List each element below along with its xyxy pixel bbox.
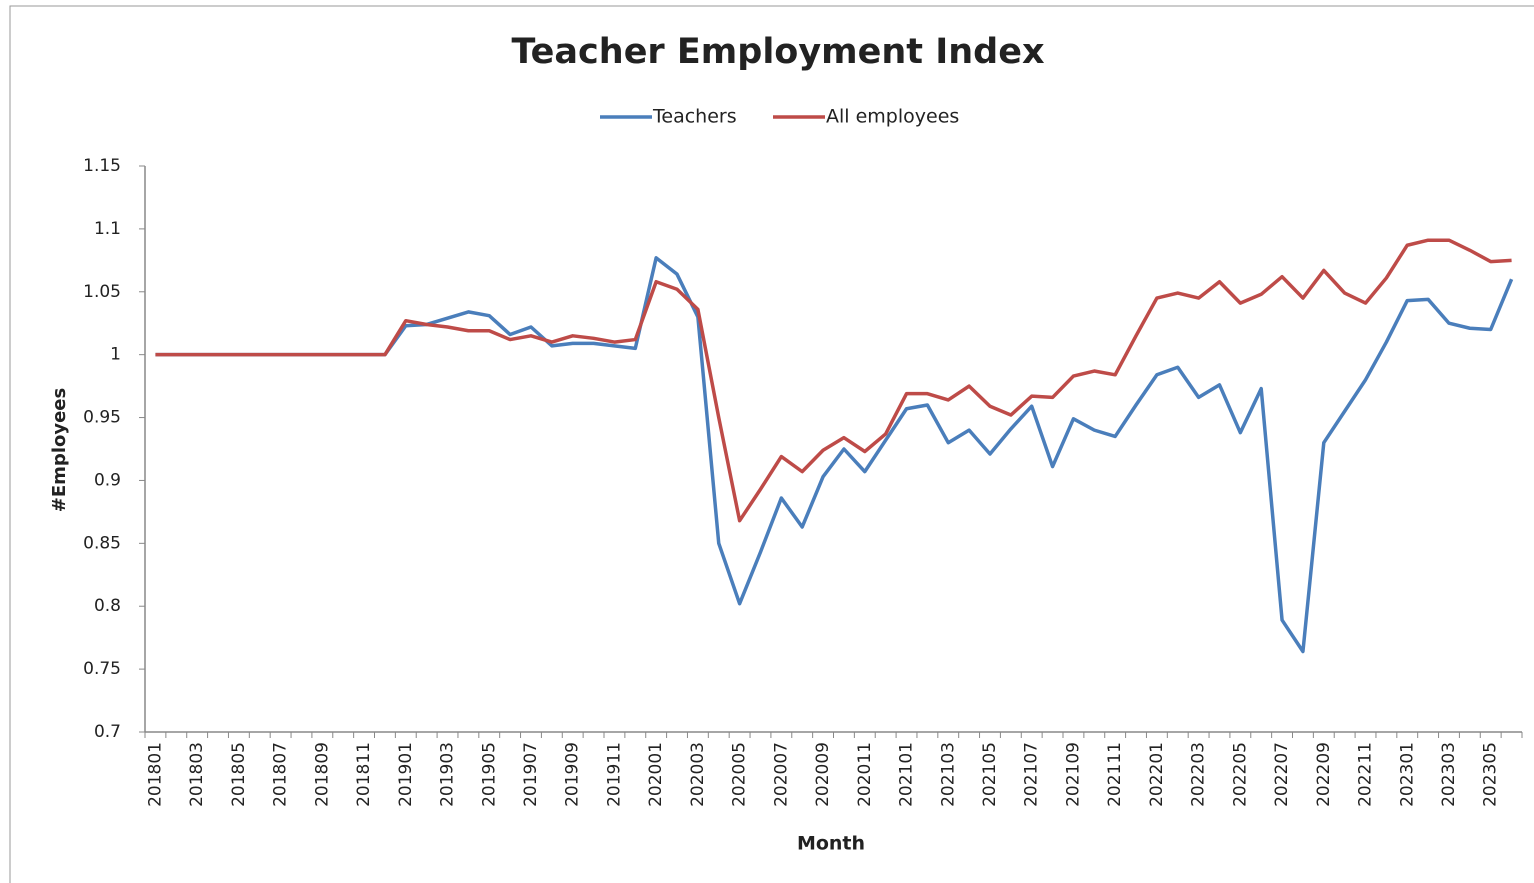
y-tick-label: 0.7 bbox=[94, 722, 121, 742]
x-tick-label: 202209 bbox=[1314, 742, 1334, 807]
x-tick-label: 201909 bbox=[563, 742, 583, 807]
y-tick-label: 1.05 bbox=[83, 282, 121, 302]
x-tick-label: 202211 bbox=[1356, 742, 1376, 807]
x-tick-label: 202105 bbox=[980, 742, 1000, 807]
x-tick-label: 201903 bbox=[438, 742, 458, 807]
y-tick-label: 0.85 bbox=[83, 533, 121, 553]
x-tick-label: 201907 bbox=[521, 742, 541, 807]
x-tick-label: 202011 bbox=[855, 742, 875, 807]
y-tick-label: 1.1 bbox=[94, 219, 121, 239]
x-tick-label: 202001 bbox=[646, 742, 666, 807]
y-tick-label: 1.15 bbox=[83, 156, 121, 176]
x-tick-label: 202103 bbox=[938, 742, 958, 807]
series-line bbox=[155, 238, 1512, 523]
legend-label: All employees bbox=[826, 106, 959, 128]
y-tick-label: 1 bbox=[110, 345, 121, 365]
x-tick-label: 202201 bbox=[1147, 742, 1167, 807]
y-tick-label: 0.9 bbox=[94, 470, 121, 490]
x-tick-label: 202207 bbox=[1272, 742, 1292, 807]
x-tick-label: 201811 bbox=[354, 742, 374, 807]
x-tick-label: 202005 bbox=[730, 742, 750, 807]
x-tick-label: 201801 bbox=[145, 742, 165, 807]
x-tick-label: 202003 bbox=[688, 742, 708, 807]
x-tick-label: 201911 bbox=[604, 742, 624, 807]
x-tick-label: 201901 bbox=[396, 742, 416, 807]
x-tick-label: 201905 bbox=[479, 742, 499, 807]
y-tick-label: 0.75 bbox=[83, 659, 121, 679]
x-tick-label: 201807 bbox=[271, 742, 291, 807]
x-tick-label: 201805 bbox=[229, 742, 249, 807]
x-tick-label: 202205 bbox=[1230, 742, 1250, 807]
x-tick-label: 202107 bbox=[1022, 742, 1042, 807]
x-tick-label: 202305 bbox=[1481, 742, 1501, 807]
x-tick-label: 201803 bbox=[187, 742, 207, 807]
x-tick-label: 202109 bbox=[1063, 742, 1083, 807]
y-tick-label: 0.8 bbox=[94, 596, 121, 616]
x-tick-label: 202203 bbox=[1189, 742, 1209, 807]
x-axis-label: Month bbox=[797, 833, 865, 855]
chart-title: Teacher Employment Index bbox=[511, 32, 1044, 72]
x-tick-label: 202301 bbox=[1397, 742, 1417, 807]
legend-label: Teachers bbox=[652, 106, 737, 128]
x-tick-label: 202303 bbox=[1439, 742, 1459, 807]
x-tick-label: 202111 bbox=[1105, 742, 1125, 807]
y-tick-label: 0.95 bbox=[83, 408, 121, 428]
x-tick-label: 202009 bbox=[813, 742, 833, 807]
chart-frame bbox=[9, 5, 1534, 883]
x-tick-label: 202007 bbox=[771, 742, 791, 807]
x-tick-label: 201809 bbox=[312, 742, 332, 807]
y-axis-label: #Employees bbox=[49, 388, 70, 512]
x-tick-label: 202101 bbox=[897, 742, 917, 807]
